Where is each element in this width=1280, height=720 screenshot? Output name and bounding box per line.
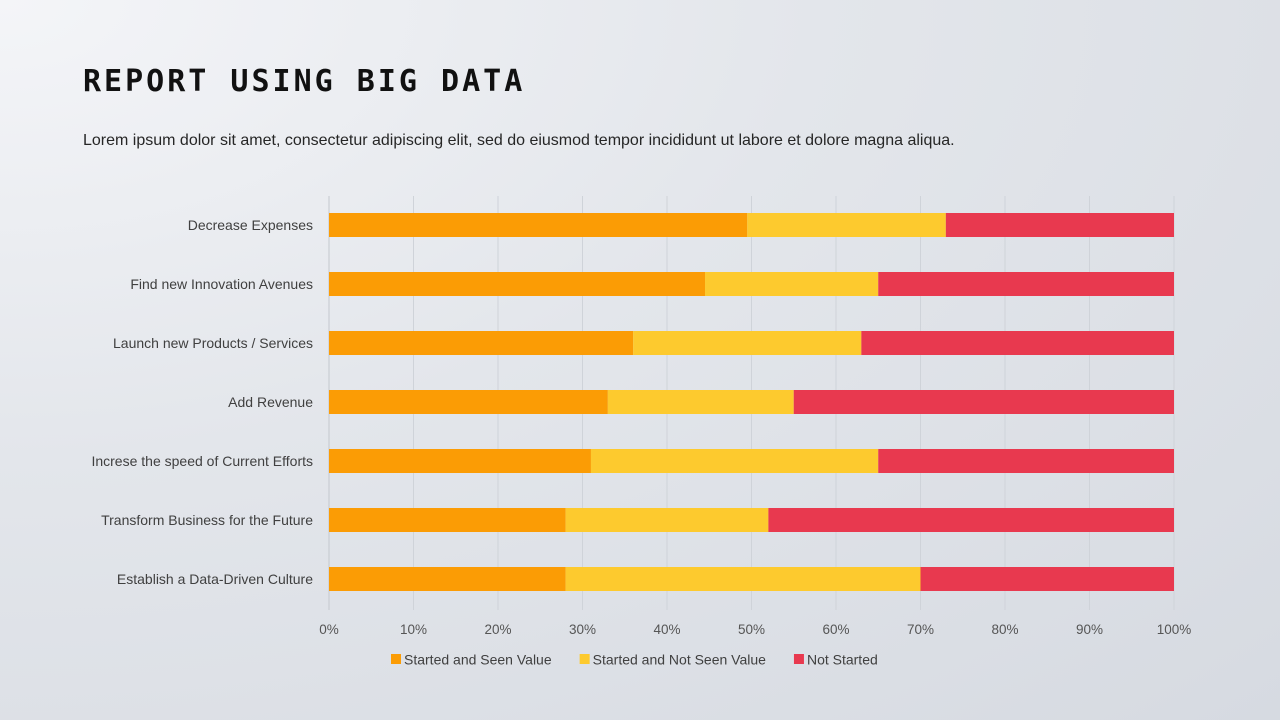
legend-swatch xyxy=(793,654,804,664)
bar-segment xyxy=(861,331,1174,355)
bar-segment xyxy=(878,272,1174,296)
bar-segment xyxy=(920,567,1174,591)
category-label: Transform Business for the Future xyxy=(101,512,313,528)
legend-swatch xyxy=(391,654,401,664)
x-tick-label: 100% xyxy=(1157,622,1192,637)
category-label: Find new Innovation Avenues xyxy=(130,276,313,292)
bar-segment xyxy=(329,390,608,414)
legend-label: Started and Not Seen Value xyxy=(593,652,767,668)
legend-swatch xyxy=(579,654,590,664)
bar-segment xyxy=(329,272,706,296)
bar-segment xyxy=(565,508,769,532)
x-tick-label: 80% xyxy=(991,622,1018,637)
bar-segment xyxy=(329,567,566,591)
x-tick-label: 60% xyxy=(822,622,849,637)
category-label: Increse the speed of Current Efforts xyxy=(91,453,313,469)
bar-segment xyxy=(565,567,921,591)
bar-segment xyxy=(607,390,794,414)
bar-segment xyxy=(329,449,591,473)
bar-segment xyxy=(705,272,879,296)
x-tick-label: 50% xyxy=(738,622,765,637)
slide-subtitle: Lorem ipsum dolor sit amet, consectetur … xyxy=(83,132,955,149)
x-tick-label: 70% xyxy=(907,622,934,637)
bar-segment xyxy=(878,449,1174,473)
x-tick-label: 0% xyxy=(319,622,339,637)
bar-segment xyxy=(329,331,634,355)
bar-segment xyxy=(747,213,946,237)
legend-label: Not Started xyxy=(807,652,878,668)
x-tick-label: 20% xyxy=(484,622,511,637)
legend-label: Started and Seen Value xyxy=(404,652,552,668)
bar-segment xyxy=(945,213,1174,237)
x-tick-label: 40% xyxy=(653,622,680,637)
bar-segment xyxy=(768,508,1174,532)
category-label: Add Revenue xyxy=(228,394,313,410)
category-label: Decrease Expenses xyxy=(188,217,313,233)
bar-segment xyxy=(329,213,748,237)
bar-segment xyxy=(590,449,879,473)
category-label: Establish a Data-Driven Culture xyxy=(117,571,313,587)
x-tick-label: 30% xyxy=(569,622,596,637)
bar-segment xyxy=(633,331,862,355)
x-tick-label: 90% xyxy=(1076,622,1103,637)
bar-segment xyxy=(329,508,566,532)
slide-title: REPORT USING BIG DATA xyxy=(83,64,526,99)
bar-segment xyxy=(793,390,1174,414)
x-tick-label: 10% xyxy=(400,622,427,637)
category-label: Launch new Products / Services xyxy=(113,335,313,351)
